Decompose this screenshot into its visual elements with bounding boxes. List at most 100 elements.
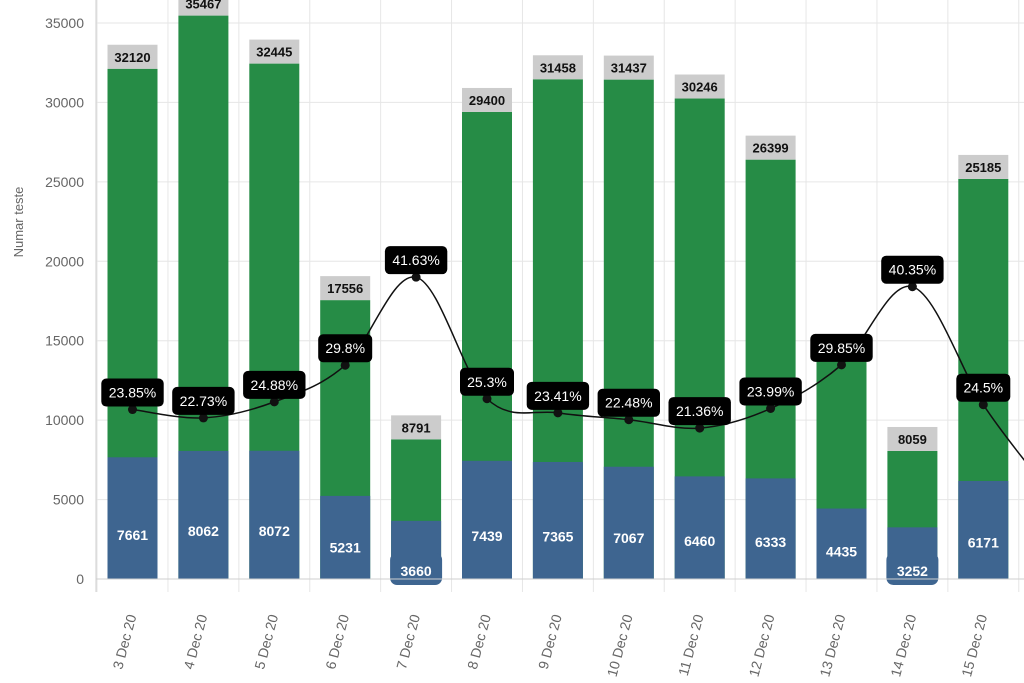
positivity-point — [978, 400, 988, 410]
x-tick-label: 15 Dec 20 — [958, 612, 990, 678]
positive-label-box — [390, 553, 443, 585]
positivity-label: 41.63% — [392, 252, 439, 268]
total-label-box — [958, 154, 1009, 179]
positivity-label: 21.36% — [676, 403, 723, 419]
y-tick-label: 10000 — [45, 412, 84, 428]
total-label-box — [320, 276, 371, 301]
positivity-label-box — [384, 246, 448, 275]
total-label-box — [178, 0, 229, 16]
bars — [107, 15, 1009, 580]
total-label: 26399 — [753, 141, 789, 156]
positivity-label-box — [597, 388, 660, 417]
total-label: 32445 — [256, 45, 292, 60]
x-tick-label: 4 Dec 20 — [180, 612, 210, 670]
total-label: 35467 — [185, 0, 221, 12]
total-label-box — [674, 74, 725, 99]
positivity-label: 23.85% — [109, 385, 156, 401]
bar-positive — [320, 495, 371, 579]
bar-positive — [107, 457, 158, 579]
total-label-box — [462, 87, 512, 112]
positive-label: 3660 — [401, 563, 432, 579]
positivity-label: 22.48% — [605, 395, 652, 411]
positivity-label-box — [460, 367, 514, 396]
bar-positive — [249, 450, 300, 579]
positivity-label: 23.41% — [534, 388, 581, 404]
total-label: 25185 — [965, 160, 1001, 175]
positive-label-box — [886, 553, 939, 585]
x-tick-label: 12 Dec 20 — [746, 612, 778, 678]
positivity-label: 24.88% — [251, 377, 298, 393]
positivity-label: 40.35% — [889, 262, 936, 278]
positive-label: 8062 — [188, 523, 219, 539]
positivity-label-box — [881, 255, 944, 284]
positive-label: 8072 — [259, 523, 290, 539]
x-tick-label: 14 Dec 20 — [887, 612, 919, 678]
total-label: 30246 — [682, 80, 718, 95]
x-tick-label: 7 Dec 20 — [393, 612, 423, 670]
positivity-point — [482, 394, 492, 404]
total-label: 8791 — [402, 420, 431, 435]
positive-label: 3252 — [897, 563, 928, 579]
total-label-box — [249, 39, 300, 64]
bar-positive — [462, 460, 512, 579]
x-tick-label: 10 Dec 20 — [604, 612, 636, 678]
positivity-label-box — [956, 373, 1011, 402]
positive-label: 6171 — [968, 535, 999, 551]
total-label: 32120 — [114, 50, 150, 65]
positivity-label: 24.5% — [963, 380, 1003, 396]
positivity-label-box — [526, 381, 590, 410]
bar-positive — [532, 462, 583, 579]
positivity-label-box — [668, 397, 731, 426]
positivity-label-box — [810, 333, 873, 362]
y-tick-label: 30000 — [45, 94, 84, 110]
bar-positive — [816, 508, 867, 579]
y-tick-label: 25000 — [45, 174, 84, 190]
y-tick-label: 5000 — [53, 492, 84, 508]
positivity-point — [695, 423, 705, 433]
y-axis-title: Numar teste — [11, 187, 26, 258]
positivity-point — [553, 408, 563, 418]
x-tick-label: 13 Dec 20 — [816, 612, 848, 678]
positive-label: 5231 — [330, 539, 361, 555]
bar-positive — [178, 450, 229, 579]
positive-label: 7439 — [471, 528, 502, 544]
bar-positive — [745, 478, 796, 579]
positivity-point — [128, 405, 137, 415]
total-label-box — [887, 426, 938, 451]
positivity-label-box — [243, 370, 306, 399]
total-label-box — [532, 55, 583, 80]
positivity-point — [624, 415, 634, 425]
x-tick-label: 11 Dec 20 — [675, 612, 707, 677]
positivity-point — [907, 282, 917, 292]
total-label-box — [391, 415, 442, 440]
total-label: 8059 — [898, 432, 927, 447]
positive-label: 6333 — [755, 534, 786, 550]
positivity-label: 22.73% — [180, 393, 227, 409]
x-tick-label: 6 Dec 20 — [322, 612, 352, 670]
positivity-point — [269, 397, 279, 407]
total-label-box — [603, 55, 654, 80]
positivity-label: 29.85% — [818, 340, 865, 356]
y-tick-label: 35000 — [45, 15, 84, 31]
total-label: 31458 — [540, 60, 576, 75]
positivity-label-box — [101, 378, 164, 407]
y-tick-label: 20000 — [45, 253, 84, 269]
positivity-point — [340, 360, 350, 370]
positivity-label: 29.8% — [325, 340, 365, 356]
total-label-box — [107, 44, 158, 69]
total-label: 31437 — [611, 61, 647, 76]
positivity-label: 25.3% — [467, 374, 507, 390]
positivity-label: 23.99% — [747, 384, 794, 400]
x-tick-label: 3 Dec 20 — [109, 612, 139, 670]
total-label-box — [745, 135, 796, 160]
positive-label: 7365 — [542, 529, 573, 545]
positivity-label-box — [739, 377, 802, 406]
positivity-point — [411, 272, 421, 282]
positivity-label-box — [318, 334, 373, 363]
bar-positive — [603, 466, 654, 579]
positive-label: 6460 — [684, 533, 715, 549]
positivity-point — [198, 413, 208, 423]
x-tick-label: 8 Dec 20 — [464, 612, 494, 670]
positive-label: 7067 — [613, 530, 644, 546]
